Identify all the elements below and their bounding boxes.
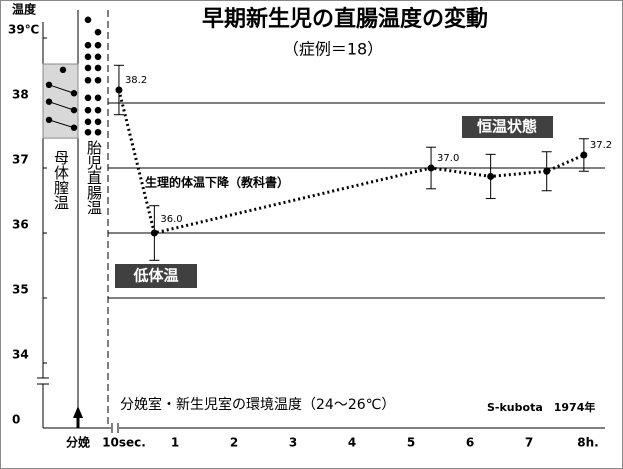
maternal-dot (70, 106, 78, 114)
maternal-dot (59, 66, 67, 74)
data-point (580, 151, 588, 159)
fetal-dot (84, 118, 92, 126)
maternal-dot (70, 124, 78, 131)
fetal-dot (94, 76, 102, 84)
x-tick-label: 8h. (577, 436, 598, 450)
fetal-dot (94, 41, 102, 49)
fetal-dot (84, 41, 92, 49)
y-tick-label: 39℃ (8, 23, 39, 37)
x-tick-label: 6 (466, 436, 474, 450)
annotation: 低体温 (132, 267, 178, 285)
chart-title: 早期新生児の直腸温度の変動 (202, 6, 488, 32)
y-tick-label: 34 (12, 348, 29, 362)
label-bg (53, 148, 69, 226)
maternal-link (48, 84, 75, 94)
data-label: 37.0 (437, 153, 459, 164)
fetal-dot (84, 16, 92, 24)
data-label: 38.2 (125, 75, 147, 86)
data-point (115, 86, 123, 94)
data-point (427, 164, 435, 172)
y-tick-label: 0 (12, 413, 20, 427)
fetal-dot (84, 53, 92, 61)
fetal-dot (94, 64, 102, 72)
axis-break (36, 378, 50, 384)
fetal-label: 胎児直腸温 (85, 140, 103, 215)
fetal-dot (84, 128, 92, 136)
annotation-box (462, 116, 553, 138)
x-tick-label: 1 (171, 436, 179, 450)
x-tick-label: 5 (407, 436, 415, 450)
y-tick-label: 37 (12, 153, 29, 167)
fetal-dot (84, 64, 92, 72)
annotation-box (115, 264, 197, 288)
maternal-label: 母体膣温 (52, 150, 70, 210)
data-point (543, 167, 551, 175)
data-point (487, 172, 495, 180)
annotation: S-kubota 1974年 (487, 400, 595, 414)
fetal-dot (94, 128, 102, 136)
x-tick-label: 3 (289, 436, 297, 450)
maternal-dot (45, 98, 53, 105)
fetal-dot (84, 94, 92, 102)
data-label: 37.2 (590, 140, 612, 151)
x-break (111, 424, 119, 432)
annotation: 恒温状態 (477, 118, 537, 136)
fetal-dot (84, 106, 92, 114)
birth-label: 分娩 (66, 435, 90, 450)
chart-subtitle: （症例＝18） (283, 40, 383, 59)
x-tick-label: 4 (348, 436, 356, 450)
fetal-dot (94, 53, 102, 61)
maternal-link (48, 119, 75, 129)
label-bg (86, 138, 102, 242)
x-tick-label: 2 (230, 436, 238, 450)
fetal-dot (94, 94, 102, 102)
x-tick-label: 7 (525, 436, 533, 450)
y-tick-label: 35 (12, 283, 29, 297)
y-tick-label: 36 (12, 218, 29, 232)
maternal-dot (45, 116, 53, 124)
maternal-link (48, 101, 75, 111)
fetal-dot (94, 106, 102, 114)
fetal-dot (84, 76, 92, 84)
maternal-dot (45, 81, 53, 89)
y-tick-label: 38 (12, 88, 29, 102)
fetal-dot (94, 28, 102, 36)
fetal-dot (94, 118, 102, 126)
data-line (117, 89, 585, 235)
data-label: 36.0 (160, 214, 182, 225)
annotation: 生理的体温下降（教科書） (145, 175, 289, 190)
maternal-dot (70, 90, 78, 97)
x-tick-label: 10sec. (102, 436, 146, 450)
annotation: 分娩室・新生児室の環境温度（24～26℃） (120, 396, 395, 413)
data-point (150, 229, 158, 237)
y-axis-label: 温度 (12, 2, 37, 17)
